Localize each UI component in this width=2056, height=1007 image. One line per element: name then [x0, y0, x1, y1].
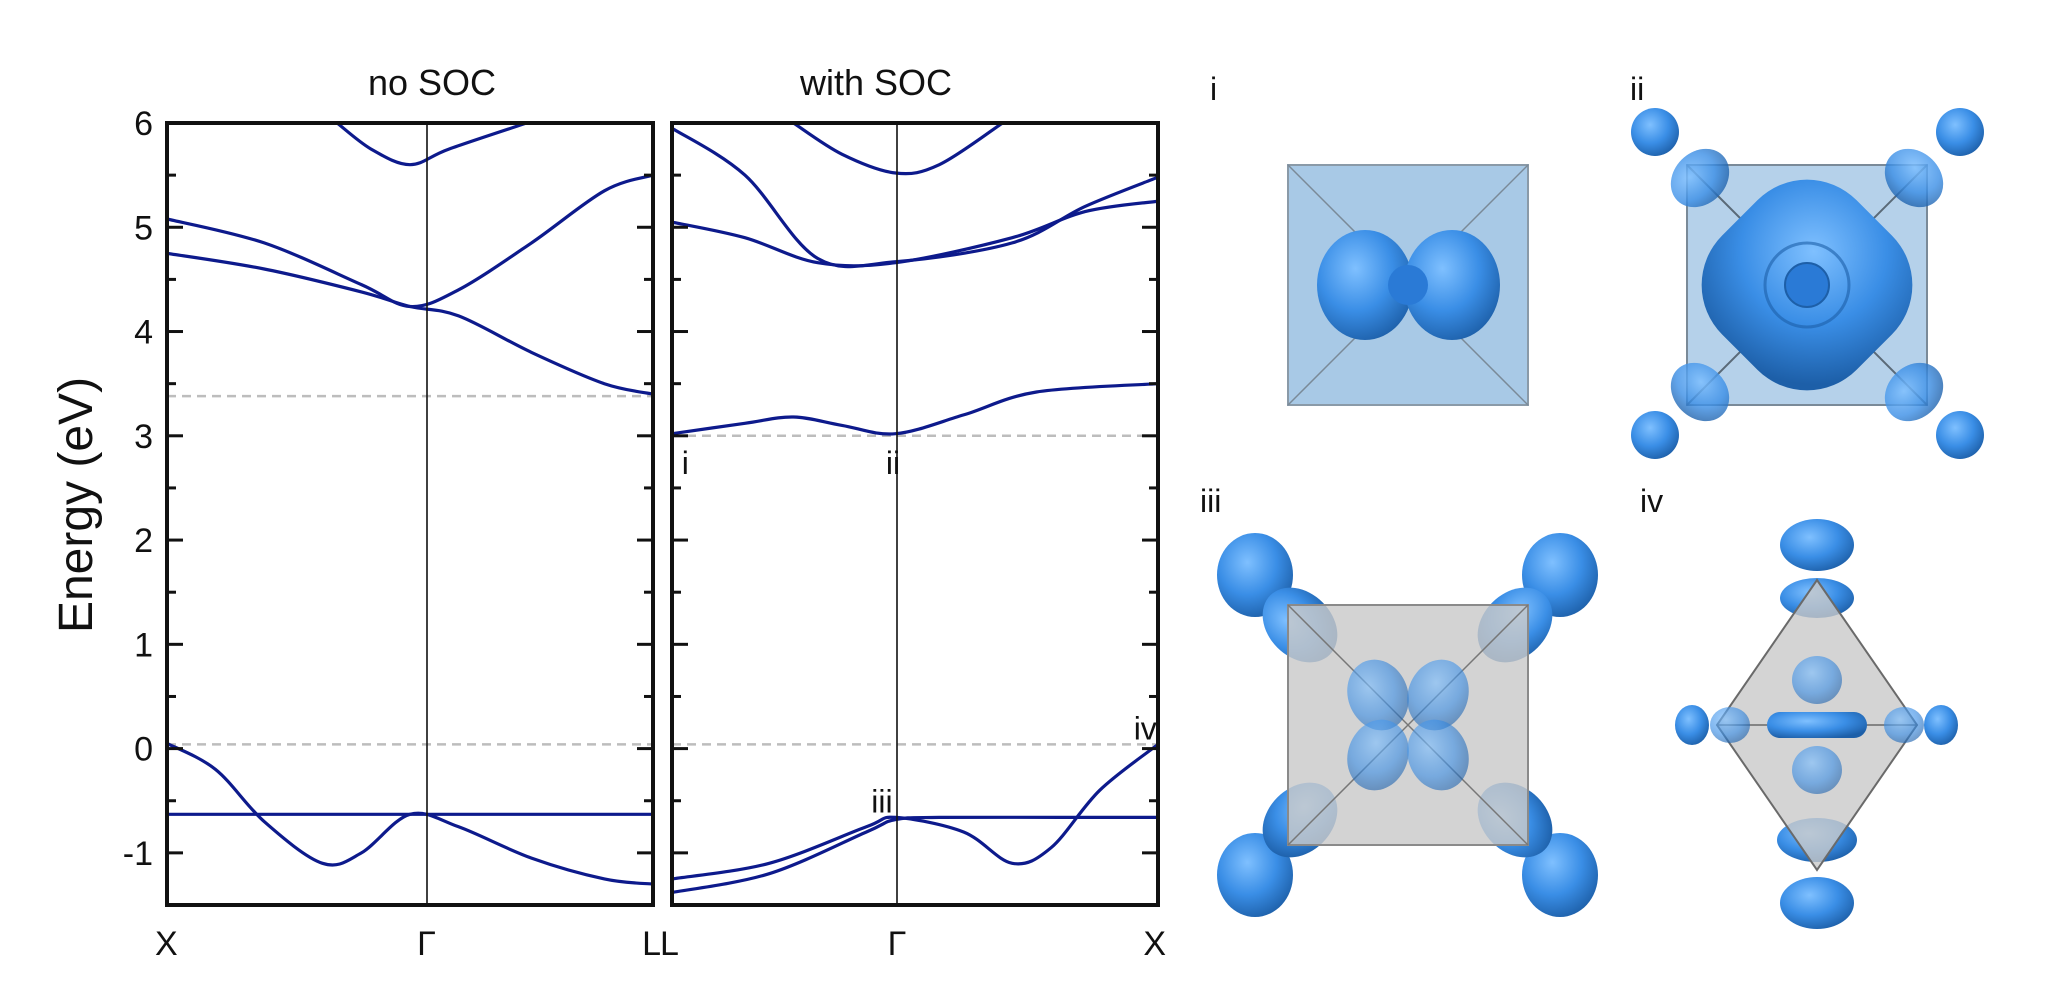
orbital-lobe	[1884, 362, 1944, 422]
point-label: iii	[871, 784, 892, 820]
orbital-ring	[1763, 241, 1851, 329]
reference-lines	[672, 434, 1158, 746]
band-plot-no-soc: no SOC -1 0 1 2 3 4 5 6 X Γ L	[123, 62, 661, 963]
orbital-lobe	[1317, 230, 1413, 340]
y-axis-label: Energy (eV)	[50, 377, 103, 633]
band-lines	[672, 123, 1158, 895]
plot-frame	[670, 121, 1160, 907]
axis-ticks	[167, 121, 653, 907]
plot-frame	[165, 121, 655, 907]
band-line-2	[167, 741, 653, 886]
x-tick-label: Γ	[417, 925, 436, 963]
panel-label: i	[1210, 71, 1217, 107]
x-tick-label: X	[155, 925, 178, 963]
y-tick-label: -1	[123, 835, 153, 873]
orbital-lobe	[1924, 705, 1958, 745]
point-label: i	[682, 445, 689, 481]
y-tick-label: 6	[134, 105, 153, 143]
orbital-lobe	[1347, 719, 1409, 791]
orbital-lobe	[1780, 877, 1854, 929]
edge	[1287, 604, 1529, 846]
orbital-panel-i: i	[1210, 71, 1529, 406]
orbital-center	[1784, 262, 1830, 308]
x-tick-label: Γ	[888, 925, 907, 963]
orbital-lobe	[1884, 148, 1944, 208]
orbital-lobe	[1631, 108, 1679, 156]
orbital-lobe	[1884, 707, 1924, 743]
band-line-5	[336, 123, 528, 167]
orbital-panel-iii: iii	[1200, 483, 1598, 917]
orbital-lobe	[1936, 411, 1984, 459]
band-line-4	[167, 173, 653, 309]
point-label: ii	[886, 445, 900, 481]
orbital-lobe	[1217, 833, 1293, 917]
orbital-lobe	[1675, 705, 1709, 745]
orbital-panel-iv: iv	[1640, 483, 1958, 929]
orbital-lobe	[1407, 659, 1469, 731]
panel-label: ii	[1630, 71, 1644, 107]
band-line-6	[792, 123, 1004, 176]
band-line-5	[672, 126, 1158, 269]
y-tick-label: 4	[134, 314, 153, 352]
y-tick-label: 1	[134, 626, 153, 664]
point-label: iv	[1134, 711, 1157, 747]
orbital-lobe	[1780, 519, 1854, 571]
orbital-ring	[1767, 712, 1867, 738]
reference-lines	[167, 394, 653, 746]
band-line-2	[672, 815, 1158, 895]
orbital-lobe	[1407, 719, 1469, 791]
orbital-lobe	[1670, 362, 1730, 422]
band-lines	[167, 123, 653, 886]
orbital-lobe	[1347, 659, 1409, 731]
panel-label: iv	[1640, 483, 1663, 519]
orbital-lobe	[1710, 707, 1750, 743]
plot-title: no SOC	[368, 62, 496, 103]
y-tick-label: 2	[134, 522, 153, 560]
orbital-lobe	[1792, 746, 1842, 794]
y-tick-label: 3	[134, 418, 153, 456]
x-tick-label: X	[1143, 925, 1166, 963]
x-tick-label: L	[660, 925, 679, 963]
band-line-1	[672, 743, 1158, 881]
band-line-3	[672, 382, 1158, 436]
orbital-panel-ii: ii	[1630, 71, 1984, 459]
y-tick-labels: -1 0 1 2 3 4 5 6	[123, 105, 153, 873]
band-line-3	[167, 251, 653, 396]
x-tick-label: L	[642, 925, 661, 963]
panel-label: iii	[1200, 483, 1221, 519]
orbital-lobe	[1670, 148, 1730, 208]
axis-ticks	[672, 121, 1158, 907]
orbital-lobe	[1404, 230, 1500, 340]
band-line-4	[672, 199, 1158, 268]
plot-title: with SOC	[799, 62, 952, 103]
y-tick-label: 5	[134, 209, 153, 247]
orbital-lobe	[1792, 656, 1842, 704]
y-tick-label: 0	[134, 731, 153, 769]
orbital-lobe	[1631, 411, 1679, 459]
orbital-lobe	[1522, 833, 1598, 917]
orbital-core	[1388, 265, 1428, 305]
orbital-lobe	[1936, 108, 1984, 156]
